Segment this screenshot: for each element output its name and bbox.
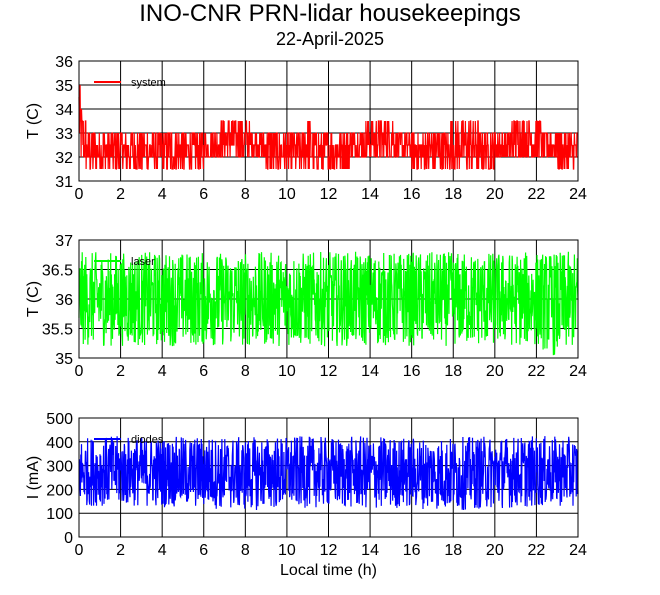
x-tick-label: 10 — [278, 363, 296, 380]
y-tick-label: 35.5 — [42, 322, 73, 339]
y-axis-label: T (C) — [25, 103, 42, 139]
y-tick-label: 37 — [55, 233, 73, 250]
series-line-laser — [78, 251, 579, 356]
series-line-diodes — [78, 436, 579, 511]
y-tick-label: 36 — [55, 292, 73, 309]
x-tick-label: 22 — [528, 186, 546, 203]
x-tick-label: 24 — [569, 542, 587, 559]
plot-frame — [78, 417, 579, 538]
x-tick-label: 4 — [158, 542, 167, 559]
x-tick-label: 18 — [444, 186, 462, 203]
x-tick-label: 8 — [241, 363, 250, 380]
x-tick-label: 8 — [241, 542, 250, 559]
x-tick-label: 10 — [278, 186, 296, 203]
plot-frame — [78, 239, 579, 359]
x-axis-label: Local time (h) — [280, 562, 377, 579]
legend-label-system: system — [131, 77, 166, 89]
x-tick-label: 22 — [528, 542, 546, 559]
y-tick-label: 35 — [55, 351, 73, 368]
x-tick-label: 24 — [569, 363, 587, 380]
y-tick-label: 34 — [55, 102, 73, 119]
x-tick-label: 18 — [444, 542, 462, 559]
y-tick-label: 33 — [55, 126, 73, 143]
x-tick-label: 12 — [320, 186, 338, 203]
legend-label-laser: laser — [131, 256, 155, 268]
y-tick-label: 400 — [46, 435, 73, 452]
y-tick-label: 32 — [55, 150, 73, 167]
x-tick-label: 18 — [444, 363, 462, 380]
legend-label-diodes: diodes — [131, 434, 164, 446]
x-tick-label: 20 — [486, 542, 504, 559]
x-tick-label: 12 — [320, 542, 338, 559]
x-tick-label: 14 — [361, 363, 379, 380]
x-tick-label: 4 — [158, 186, 167, 203]
y-tick-label: 200 — [46, 482, 73, 499]
plot-frame — [78, 60, 579, 182]
y-tick-label: 31 — [55, 174, 73, 191]
x-tick-label: 2 — [116, 363, 125, 380]
x-tick-label: 22 — [528, 363, 546, 380]
y-tick-label: 100 — [46, 506, 73, 523]
y-tick-label: 36.5 — [42, 263, 73, 280]
y-axis-label: T (C) — [25, 281, 42, 317]
x-tick-label: 0 — [75, 542, 84, 559]
x-tick-label: 2 — [116, 542, 125, 559]
x-tick-label: 4 — [158, 363, 167, 380]
x-tick-label: 24 — [569, 186, 587, 203]
x-tick-label: 12 — [320, 363, 338, 380]
x-tick-label: 6 — [199, 542, 208, 559]
x-tick-label: 16 — [403, 363, 421, 380]
x-tick-label: 0 — [75, 363, 84, 380]
x-tick-label: 10 — [278, 542, 296, 559]
x-tick-label: 16 — [403, 186, 421, 203]
x-tick-label: 20 — [486, 186, 504, 203]
x-tick-label: 14 — [361, 186, 379, 203]
chart-subtitle: 22-April-2025 — [275, 29, 385, 49]
series-line-system — [78, 84, 578, 170]
x-tick-label: 8 — [241, 186, 250, 203]
x-tick-label: 2 — [116, 186, 125, 203]
x-tick-label: 14 — [361, 542, 379, 559]
y-tick-label: 300 — [46, 459, 73, 476]
y-tick-label: 35 — [55, 78, 73, 95]
x-tick-label: 20 — [486, 363, 504, 380]
chart-title: INO-CNR PRN-lidar housekeepings — [139, 0, 521, 27]
y-tick-label: 36 — [55, 54, 73, 71]
x-tick-label: 6 — [199, 363, 208, 380]
y-axis-label: I (mA) — [25, 456, 42, 500]
x-tick-label: 16 — [403, 542, 421, 559]
y-tick-label: 0 — [64, 530, 73, 547]
y-tick-label: 500 — [46, 411, 73, 428]
x-tick-label: 6 — [199, 186, 208, 203]
x-tick-label: 0 — [75, 186, 84, 203]
